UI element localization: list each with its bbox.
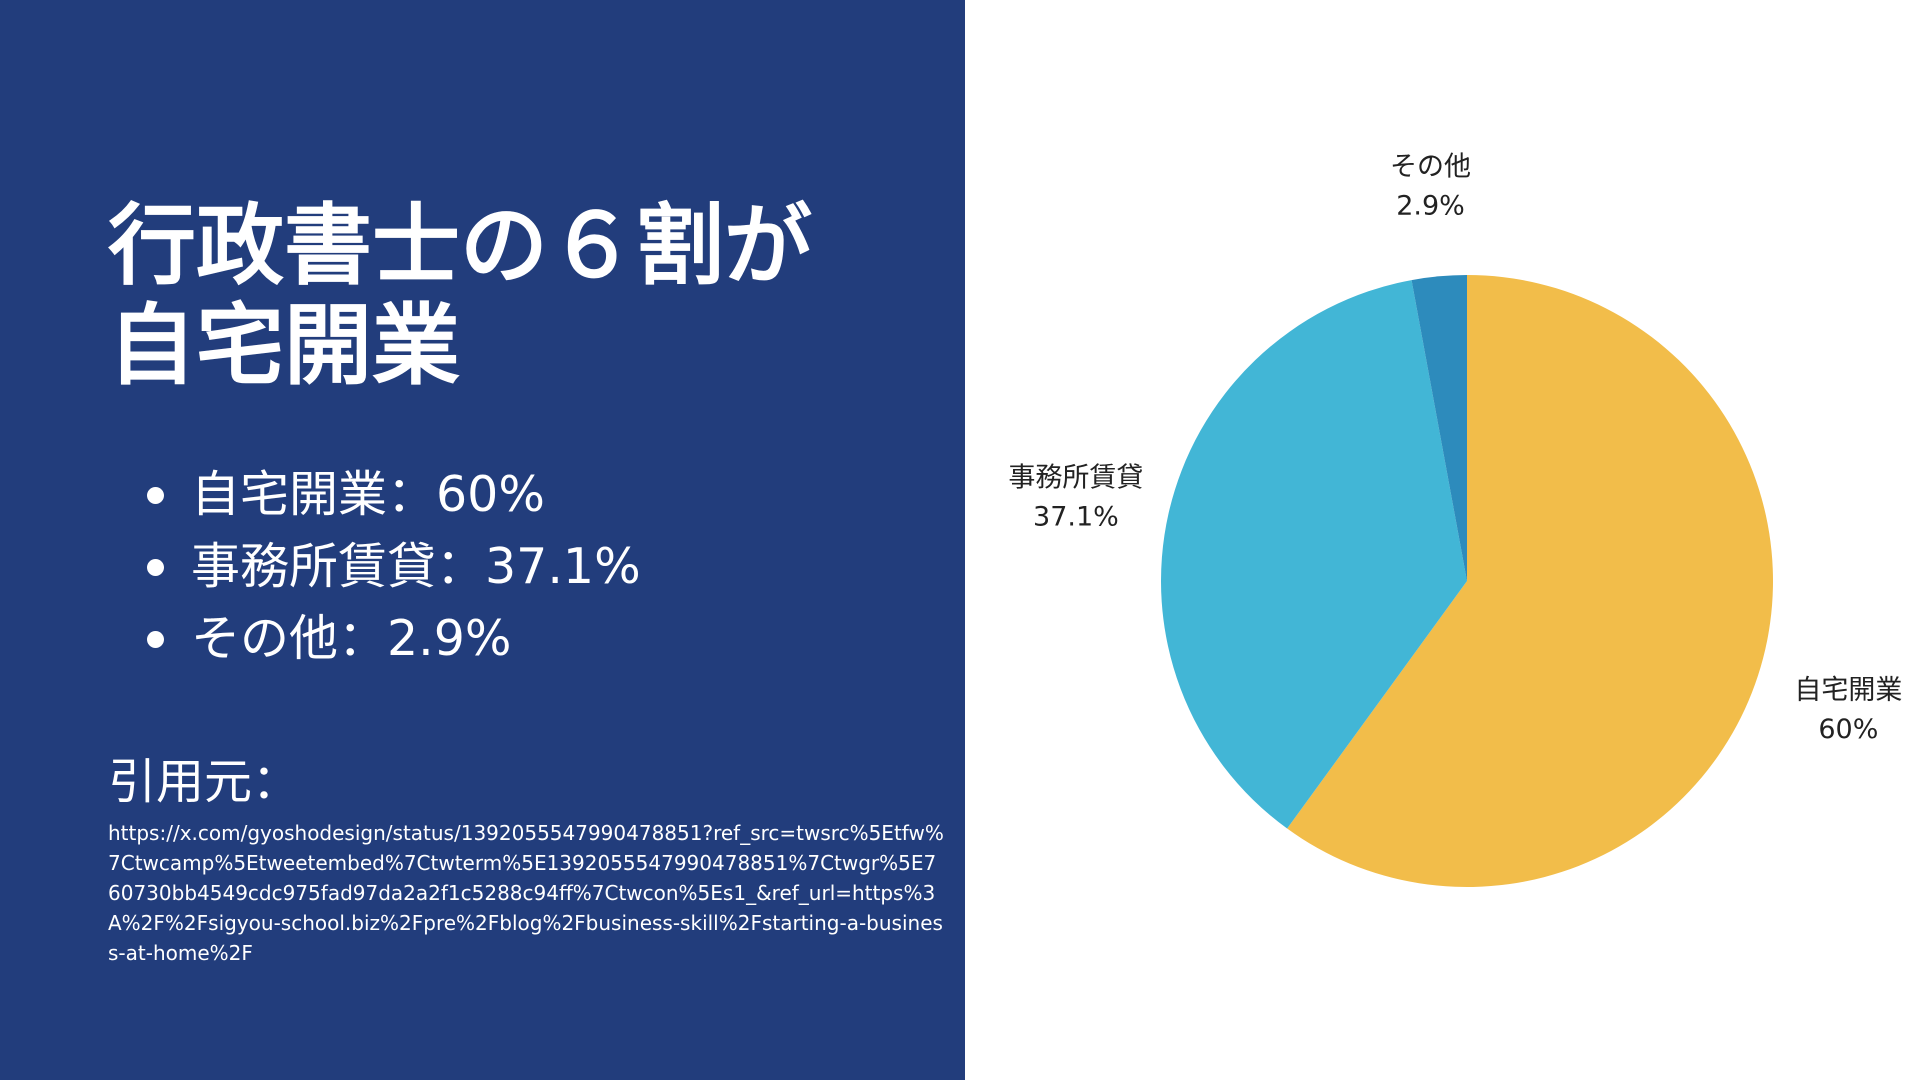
bullet-item-office: 事務所賃貸：37.1% bbox=[145, 531, 641, 603]
pie-label-name-2: その他 bbox=[1390, 152, 1471, 183]
pie-label-0: 自宅開業 60% bbox=[1794, 675, 1902, 745]
pie-label-value-0: 60% bbox=[1818, 714, 1878, 745]
bullet-item-home: 自宅開業：60% bbox=[145, 459, 641, 531]
source-label: 引用元： bbox=[108, 754, 301, 810]
slide-title: 行政書士の６割が 自宅開業 bbox=[108, 194, 813, 397]
text-panel: 行政書士の６割が 自宅開業 自宅開業：60% 事務所賃貸：37.1% その他：2… bbox=[0, 0, 965, 1080]
bullet-item-other: その他：2.9% bbox=[145, 603, 641, 675]
chart-area: 自宅開業 60% 事務所賃貸 37.1% その他 2.9% bbox=[965, 0, 1920, 1080]
pie-label-value-1: 37.1% bbox=[1033, 501, 1119, 532]
pie-slice-2 bbox=[1411, 275, 1467, 581]
pie-label-1: 事務所賃貸 37.1% bbox=[1008, 462, 1143, 532]
pie-slice-0 bbox=[1287, 275, 1774, 888]
pie-slice-1 bbox=[1161, 280, 1467, 829]
source-url: https://x.com/gyoshodesign/status/139205… bbox=[108, 821, 944, 965]
bullet-list: 自宅開業：60% 事務所賃貸：37.1% その他：2.9% bbox=[145, 459, 641, 675]
pie-label-name-0: 自宅開業 bbox=[1794, 675, 1902, 706]
pie-label-name-1: 事務所賃貸 bbox=[1008, 462, 1143, 493]
pie-label-2: その他 2.9% bbox=[1390, 152, 1471, 222]
pie-label-value-2: 2.9% bbox=[1396, 191, 1465, 222]
pie-chart: 自宅開業 60% 事務所賃貸 37.1% その他 2.9% bbox=[1008, 152, 1902, 888]
